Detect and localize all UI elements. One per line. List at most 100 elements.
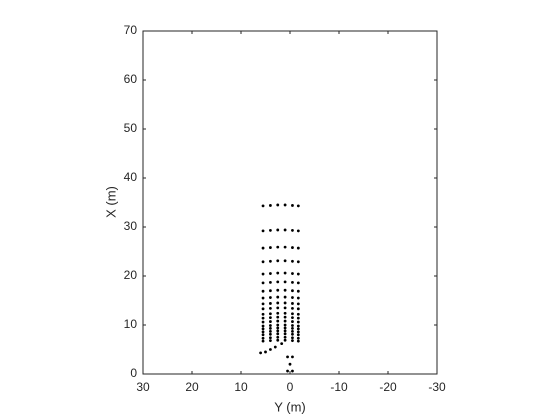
point bbox=[296, 320, 300, 324]
point bbox=[261, 330, 265, 334]
point bbox=[283, 280, 287, 284]
y-tick-label: 70 bbox=[124, 23, 138, 37]
point bbox=[291, 339, 294, 343]
x-tick-label: -30 bbox=[428, 380, 446, 394]
point bbox=[291, 296, 294, 299]
point bbox=[269, 302, 272, 305]
point bbox=[283, 245, 287, 249]
x-tick-label: 20 bbox=[185, 380, 199, 394]
point bbox=[283, 315, 287, 319]
point bbox=[296, 246, 300, 250]
y-tick-label: 60 bbox=[124, 72, 138, 86]
x-tick-label: -20 bbox=[379, 380, 397, 394]
point bbox=[291, 229, 294, 232]
point bbox=[283, 271, 287, 275]
point bbox=[291, 246, 294, 249]
point bbox=[261, 281, 265, 285]
point bbox=[291, 369, 294, 373]
point bbox=[296, 327, 300, 331]
point bbox=[283, 295, 287, 299]
point bbox=[261, 260, 265, 264]
point bbox=[291, 355, 294, 359]
point bbox=[283, 326, 287, 330]
point bbox=[269, 336, 272, 340]
point bbox=[259, 351, 262, 355]
point bbox=[261, 204, 265, 208]
point bbox=[296, 296, 300, 300]
point bbox=[269, 259, 272, 263]
point bbox=[291, 289, 294, 293]
point bbox=[269, 339, 272, 343]
point bbox=[269, 312, 272, 316]
point bbox=[291, 324, 294, 327]
point bbox=[283, 332, 287, 336]
x-tick-label: 0 bbox=[287, 380, 294, 394]
point bbox=[276, 288, 280, 292]
x-tick-label: -10 bbox=[330, 380, 348, 394]
point bbox=[291, 306, 294, 310]
y-tick-label: 10 bbox=[124, 317, 138, 331]
point bbox=[269, 280, 272, 284]
point bbox=[296, 307, 300, 311]
point bbox=[276, 228, 280, 232]
point bbox=[276, 319, 280, 323]
point bbox=[296, 339, 300, 343]
point bbox=[296, 272, 300, 276]
point bbox=[269, 320, 272, 323]
point bbox=[261, 307, 265, 311]
point bbox=[291, 204, 294, 207]
point bbox=[296, 333, 300, 337]
point bbox=[276, 203, 280, 207]
point bbox=[291, 329, 294, 333]
point bbox=[291, 312, 294, 316]
point bbox=[291, 327, 294, 330]
point bbox=[283, 228, 287, 232]
point bbox=[283, 306, 287, 310]
point bbox=[261, 272, 265, 276]
point bbox=[296, 229, 300, 233]
point bbox=[269, 272, 272, 275]
point bbox=[296, 281, 300, 285]
point bbox=[269, 296, 272, 299]
point bbox=[276, 259, 280, 263]
point bbox=[283, 335, 287, 339]
point bbox=[276, 326, 280, 330]
point bbox=[276, 323, 280, 327]
y-tick-label: 0 bbox=[130, 366, 137, 380]
point bbox=[283, 338, 287, 342]
point bbox=[296, 289, 300, 293]
y-tick-label: 50 bbox=[124, 121, 138, 135]
point bbox=[269, 229, 272, 232]
point bbox=[269, 348, 272, 351]
point bbox=[291, 332, 294, 336]
point bbox=[296, 312, 300, 316]
point bbox=[291, 259, 294, 263]
point bbox=[261, 324, 265, 328]
point bbox=[286, 355, 289, 359]
point bbox=[276, 245, 280, 249]
point bbox=[269, 246, 272, 249]
x-axis-label: Y (m) bbox=[274, 399, 306, 414]
point bbox=[276, 329, 280, 333]
point bbox=[261, 229, 265, 233]
x-tick-label: 10 bbox=[234, 380, 248, 394]
point bbox=[276, 271, 280, 275]
point bbox=[296, 336, 300, 340]
point bbox=[276, 332, 280, 336]
point bbox=[261, 289, 265, 293]
point bbox=[283, 329, 287, 333]
point bbox=[276, 335, 280, 339]
point bbox=[261, 246, 265, 250]
point bbox=[269, 306, 272, 310]
point bbox=[276, 280, 280, 284]
point bbox=[261, 339, 265, 343]
point bbox=[264, 350, 267, 354]
point bbox=[261, 312, 265, 316]
point bbox=[269, 324, 272, 327]
point bbox=[276, 338, 280, 342]
point bbox=[291, 272, 294, 275]
point bbox=[283, 319, 287, 323]
point bbox=[283, 301, 287, 305]
point bbox=[288, 362, 292, 366]
point bbox=[276, 315, 280, 319]
